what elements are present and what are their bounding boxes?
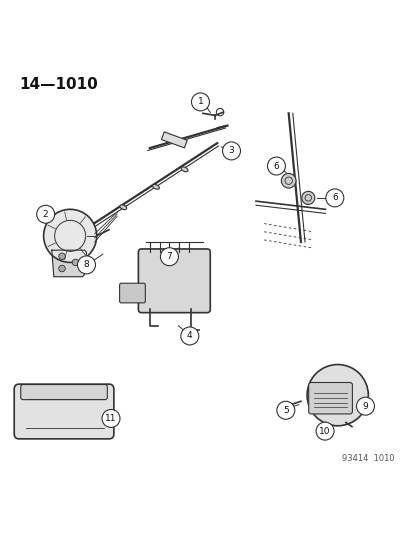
FancyBboxPatch shape (119, 283, 145, 303)
Text: 4: 4 (187, 332, 192, 341)
FancyBboxPatch shape (21, 384, 107, 400)
Circle shape (59, 253, 65, 260)
Text: 3: 3 (228, 147, 234, 156)
Circle shape (222, 142, 240, 160)
Circle shape (102, 409, 120, 427)
Circle shape (43, 209, 97, 262)
Polygon shape (161, 132, 187, 148)
Ellipse shape (180, 167, 188, 172)
Circle shape (77, 256, 95, 274)
Circle shape (356, 397, 373, 415)
Text: 93414  1010: 93414 1010 (342, 454, 394, 463)
Circle shape (191, 93, 209, 111)
Circle shape (276, 401, 294, 419)
Circle shape (306, 365, 368, 426)
Circle shape (325, 189, 343, 207)
FancyBboxPatch shape (138, 249, 210, 313)
Circle shape (72, 259, 78, 265)
Circle shape (315, 422, 333, 440)
Circle shape (160, 248, 178, 265)
Text: 7: 7 (166, 252, 172, 261)
Ellipse shape (152, 184, 159, 189)
Text: 8: 8 (83, 260, 89, 269)
Ellipse shape (119, 205, 126, 209)
Circle shape (281, 173, 295, 188)
Circle shape (37, 205, 55, 223)
FancyBboxPatch shape (308, 383, 351, 414)
Text: 10: 10 (318, 426, 330, 435)
Circle shape (301, 191, 314, 205)
Text: 2: 2 (43, 209, 48, 219)
Text: 5: 5 (282, 406, 288, 415)
Text: 14—1010: 14—1010 (19, 77, 97, 92)
Circle shape (267, 157, 285, 175)
Text: 1: 1 (197, 98, 203, 107)
Text: 11: 11 (105, 414, 116, 423)
FancyBboxPatch shape (14, 384, 114, 439)
Text: 9: 9 (362, 402, 368, 411)
Text: 6: 6 (331, 193, 337, 203)
Polygon shape (52, 250, 86, 277)
Circle shape (180, 327, 198, 345)
Circle shape (59, 265, 65, 272)
Text: 6: 6 (273, 161, 279, 171)
